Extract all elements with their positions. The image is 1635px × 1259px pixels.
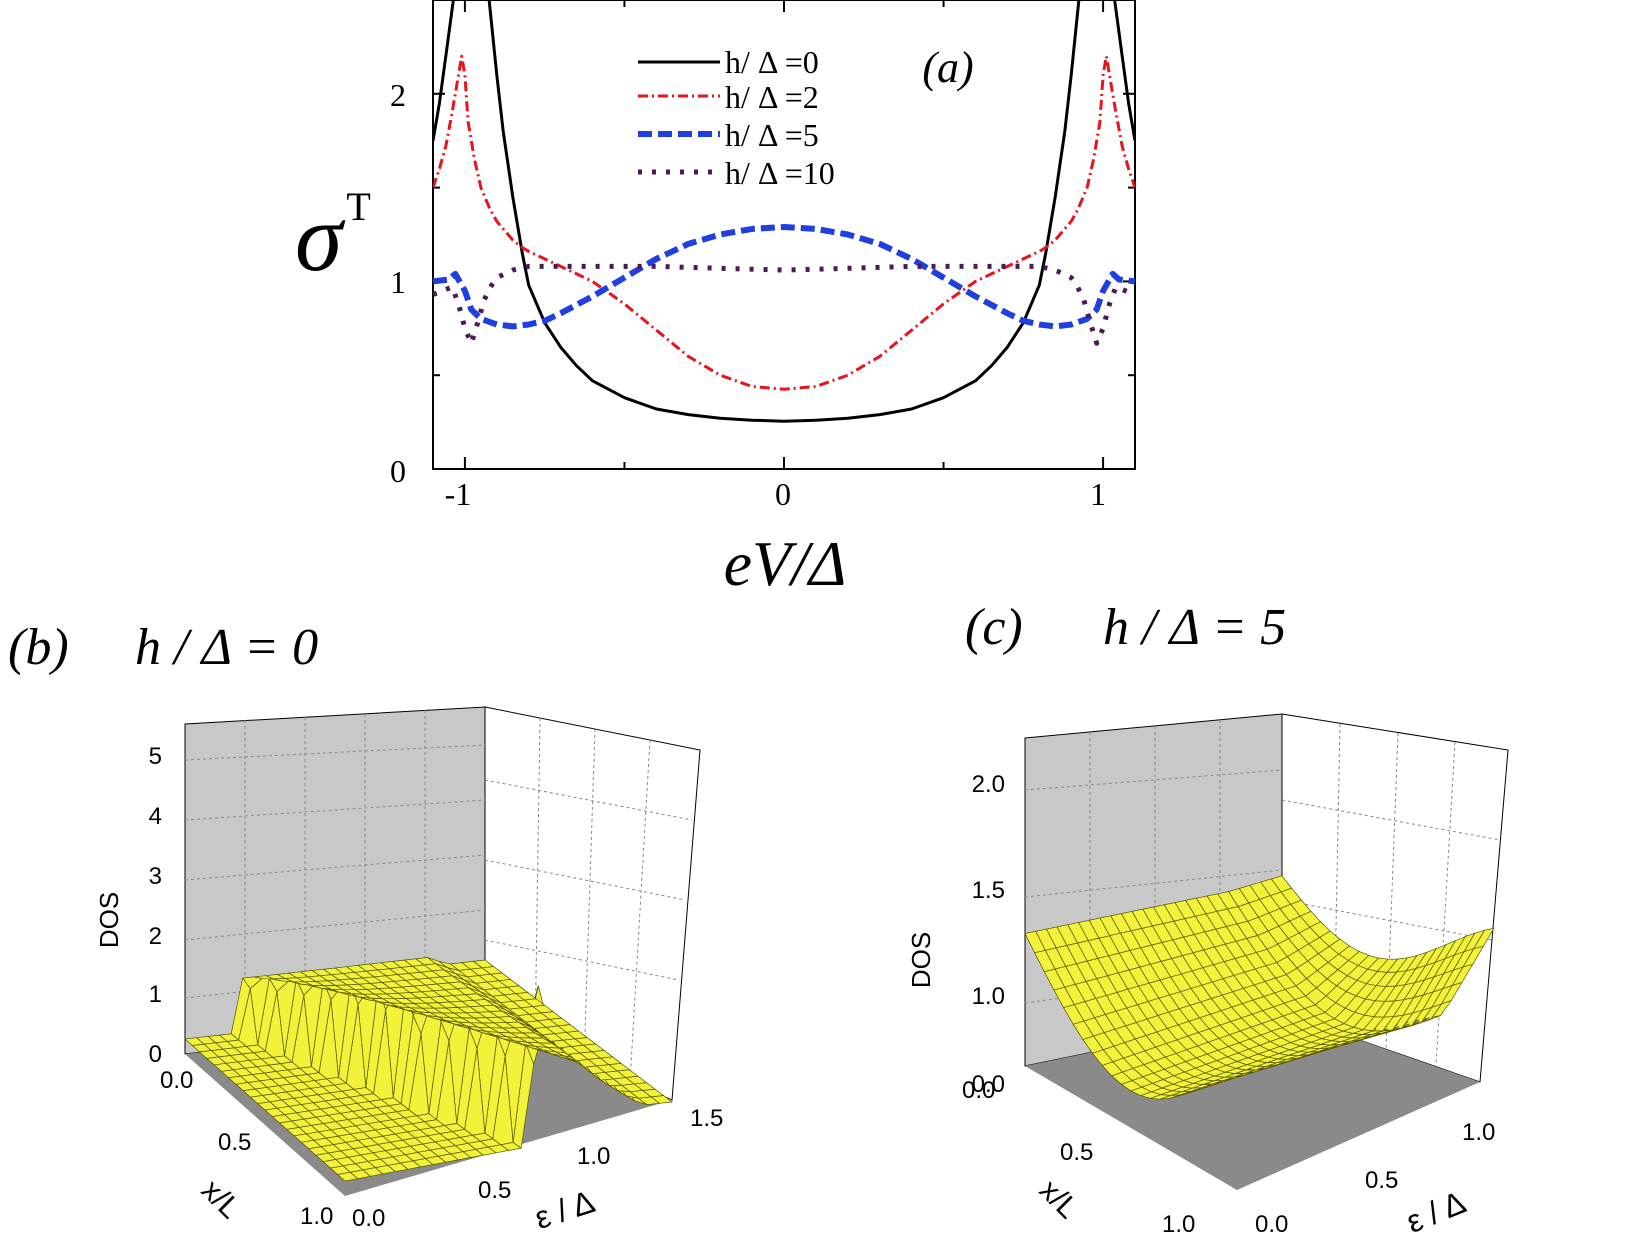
ztick-label-b-3: 3: [149, 863, 162, 890]
legend-label-3: h/ Δ =10: [725, 155, 835, 191]
ztick-label-c-2: 1.5: [972, 877, 1005, 904]
ytick-label-b-2: 1.0: [577, 1143, 610, 1170]
xtick-label-c-2: 1.0: [1162, 1211, 1195, 1238]
xtick-label-c-1: 0.5: [1060, 1139, 1093, 1166]
ytick-label-c-1: 0.5: [1365, 1167, 1398, 1194]
panel-label-b: (b): [8, 619, 69, 676]
ytick-label-a-0: 0: [390, 453, 406, 489]
dos-surface-b: [184, 957, 673, 1182]
ytick-label-b-3: 1.5: [690, 1105, 723, 1132]
surface-patch: [184, 1037, 205, 1046]
panel-label-a: (a): [922, 43, 973, 92]
series-line-1: [433, 54, 1135, 391]
ztick-label-b-4: 4: [149, 803, 162, 830]
ytick-label-c-0: 0.0: [1255, 1211, 1288, 1238]
xtick-label-b-2: 1.0: [300, 1203, 333, 1230]
legend-a: h/ Δ =0 h/ Δ =2 h/ Δ =5 h/ Δ =10: [638, 44, 835, 191]
ztick-label-c-1: 1.0: [972, 983, 1005, 1010]
y-axis-label-c: ε / Δ: [1401, 1184, 1471, 1240]
ztick-label-b-0: 0: [149, 1041, 162, 1068]
series-line-2: [433, 224, 1135, 330]
surface-patch: [1024, 930, 1046, 954]
x-axis-label-b: x/L: [195, 1173, 247, 1225]
ztick-label-b-1: 1: [149, 981, 162, 1008]
panel-title-b: h / Δ = 0: [135, 619, 318, 676]
xtick-label-a-0: -1: [445, 476, 472, 512]
series-line-3: [433, 263, 1135, 346]
ztick-label-b-2: 2: [149, 923, 162, 950]
panel-title-c: h / Δ = 5: [1103, 599, 1286, 656]
z-axis-label-b: DOS: [94, 892, 124, 948]
xtick-label-b-0: 0.0: [160, 1067, 193, 1094]
xtick-label-a-2: 1: [1090, 476, 1106, 512]
x-axis-label-a: eV/Δ: [724, 528, 847, 599]
legend-label-1: h/ Δ =2: [725, 79, 819, 115]
y-axis-label-b: ε / Δ: [530, 1183, 599, 1236]
ytick-label-c-2: 1.0: [1462, 1119, 1495, 1146]
xtick-label-b-1: 0.5: [218, 1129, 251, 1156]
legend-label-0: h/ Δ =0: [725, 44, 819, 80]
ztick-label-b-5: 5: [149, 743, 162, 770]
legend-label-2: h/ Δ =5: [725, 117, 819, 153]
ytick-label-b-1: 0.5: [478, 1177, 511, 1204]
x-axis-label-c: x/L: [1033, 1173, 1085, 1225]
series-lines-a: [433, 0, 1135, 423]
panel-b-surface-plot: (b) h / Δ = 0 0 1 2 3: [8, 619, 723, 1236]
xtick-label-c-0: 0.0: [962, 1077, 995, 1104]
panel-c-surface-plot: (c) h / Δ = 5 0.0 1.0 1.5 2.0 DOS 0.0 0.…: [906, 599, 1509, 1240]
xtick-label-a-1: 0: [775, 476, 791, 512]
series-line-0: [433, 0, 1135, 423]
dos-surface-c: [1024, 875, 1495, 1100]
ztick-label-c-0: 0.0: [972, 1071, 1005, 1098]
ytick-label-a-1: 1: [390, 264, 406, 300]
ztick-label-c-3: 2.0: [972, 771, 1005, 798]
ytick-label-a-2: 2: [390, 77, 406, 113]
panel-label-c: (c): [965, 599, 1023, 656]
z-axis-label-c: DOS: [906, 932, 936, 988]
ytick-label-b-0: 0.0: [352, 1205, 385, 1232]
